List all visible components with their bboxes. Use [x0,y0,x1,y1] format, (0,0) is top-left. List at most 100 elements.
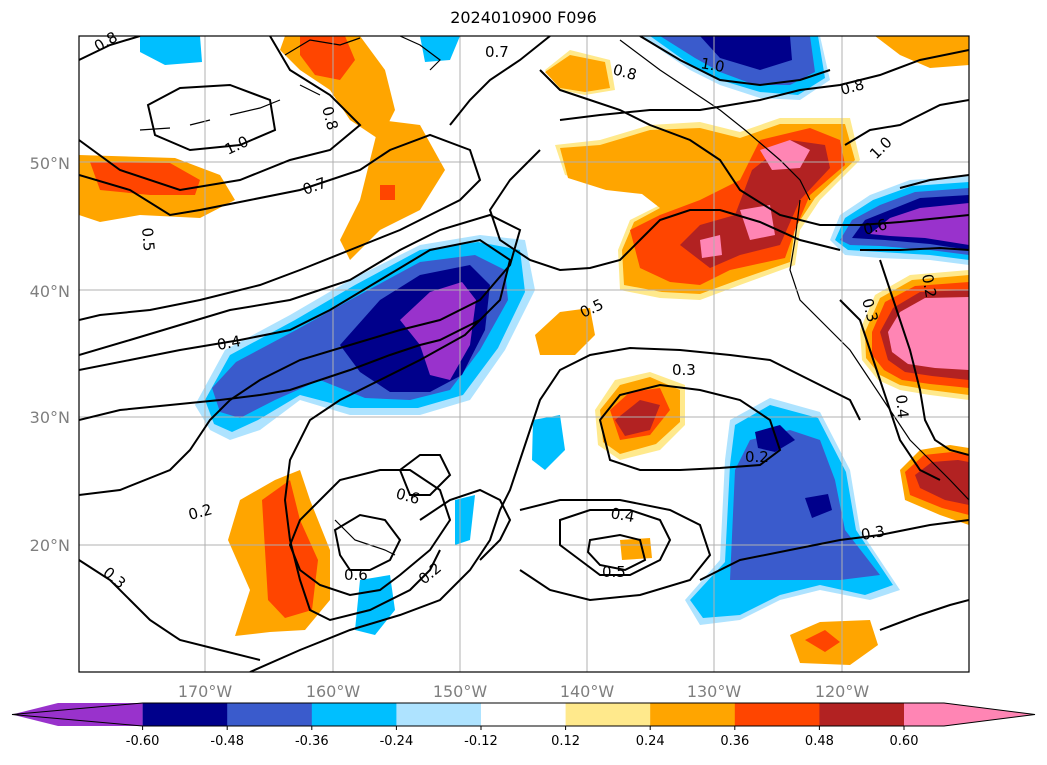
contour-line-3 [146,83,277,152]
shade-red-south [262,480,318,618]
contour-label: 0.6 [394,484,422,508]
contour-label: 0.3 [858,296,882,324]
colorbar-tick-label: -0.60 [126,734,160,749]
gridlines [79,36,969,672]
colorbar-segment [142,703,228,726]
colorbar-segment [396,703,482,726]
shade-purple-central [400,282,476,380]
contour-label: 0.5 [138,227,158,252]
contour-line-4 [79,133,482,321]
contour-line-29 [860,246,969,251]
contour-label: 0.2 [745,448,769,466]
colorbar-extend-min [12,703,143,726]
colorbar-segment [650,703,736,726]
contour-line-12 [288,469,452,597]
colorbar-tick-label: -0.12 [464,734,498,749]
contour-line-6 [79,238,512,622]
contour-label: 0.8 [318,104,342,132]
lon-label-170w: 170°W [178,682,233,701]
shade-navy-top [700,36,792,70]
contour-label: 0.6 [344,566,368,584]
shade-red-aleutian [300,36,355,80]
contour-line-26 [699,519,969,581]
colorbar-segment [819,703,905,726]
contour-line-13 [559,509,672,576]
contour-line-5 [79,213,522,496]
contour-label: 0.3 [860,522,887,544]
contour-label: 0.8 [611,60,639,84]
shade-pink-swus [888,297,969,370]
shade-pink-ne3 [700,235,722,258]
contour-line-17 [449,36,551,126]
contour-label: 0.4 [892,394,912,419]
coast-hawaii [334,519,396,556]
colorbar-extend-max [904,703,1035,726]
contour-line-24 [879,259,969,456]
shade-red-spot [380,185,395,200]
contour-line-8 [79,559,261,661]
contour-label: 0.7 [485,43,509,61]
coast-alaska [284,36,811,201]
contour-line-11 [333,513,402,571]
contour-label: 0.3 [99,563,129,592]
contour-label: 0.2 [186,500,214,524]
contour-line-27 [879,599,969,631]
colorbar: -0.60 -0.48 -0.36 -0.24 -0.12 0.12 0.24 0.36 0.4… [11,702,1036,749]
contour-line-9 [249,346,861,672]
contour-line-23 [899,174,969,189]
lat-label-20n: 20°N [30,536,70,555]
shade-navy-se2 [805,494,832,518]
map-title: 2024010900 F096 [450,8,597,27]
shade-pink-ne2 [740,205,775,240]
contour-line-18 [539,69,969,226]
contour-line-1 [79,36,141,61]
colorbar-tick-label: -0.24 [380,734,414,749]
contour-line-21 [844,99,969,146]
anomaly-shading [79,36,969,665]
contour-label: 0.6 [861,215,889,239]
colorbar-tick-label: 0.60 [890,734,919,749]
map-frame [78,35,970,673]
shade-orange-ne1 [545,55,610,92]
contour-label: 0.4 [609,504,636,526]
contour-label: 1.0 [699,54,726,76]
lon-label-140w: 140°W [560,682,615,701]
contour-lines [79,36,969,672]
colorbar-segment [481,703,567,726]
shade-orange-20n [620,538,652,560]
longitude-labels: 170°W 160°W 150°W 140°W 130°W 120°W [178,682,870,701]
coast-uswest [789,199,969,501]
contour-line-2 [79,36,362,192]
shade-purple-east [870,203,969,245]
contour-line-14 [519,499,712,602]
coast-aleutians [139,99,281,131]
contour-label: 1.0 [222,132,251,158]
contour-label: 0.2 [415,559,445,588]
lat-label-30n: 30°N [30,408,70,427]
contour-line-10 [398,454,452,496]
contour-label: 0.3 [672,361,696,379]
colorbar-tick-label: 0.36 [720,734,749,749]
contour-label: 0.5 [602,563,626,581]
lon-label-130w: 130°W [687,682,742,701]
lat-label-50n: 50°N [30,154,70,173]
colorbar-tick-label: 0.48 [805,734,834,749]
shade-orange-topright [875,36,969,68]
shade-lightblue-top2 [420,36,460,62]
colorbar-tick-label: 0.24 [636,734,665,749]
contour-label: 0.8 [838,75,866,99]
contour-line-20 [639,36,831,87]
contour-line-28 [419,488,512,561]
contour-label: 0.2 [918,273,940,300]
latitude-labels: 50°N 40°N 30°N 20°N [30,154,70,555]
colorbar-segment [311,703,397,726]
colorbar-tick-label: -0.48 [210,734,244,749]
shade-orange-140w [535,308,595,355]
contour-label: 0.7 [300,174,329,199]
contour-label: 0.4 [216,332,243,354]
contour-line-16 [598,383,782,471]
contour-line-19 [559,49,969,121]
lat-label-40n: 40°N [30,282,70,301]
colorbar-segment [734,703,820,726]
